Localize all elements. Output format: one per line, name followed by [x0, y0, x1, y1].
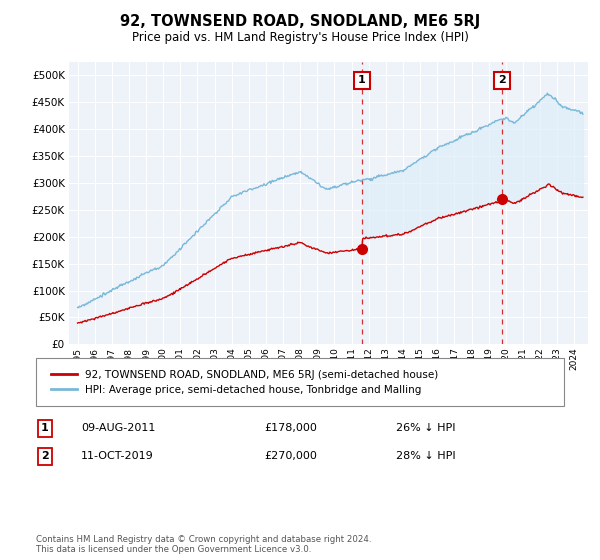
Text: 09-AUG-2011: 09-AUG-2011 — [81, 423, 155, 433]
Text: 26% ↓ HPI: 26% ↓ HPI — [396, 423, 455, 433]
Legend: 92, TOWNSEND ROAD, SNODLAND, ME6 5RJ (semi-detached house), HPI: Average price, : 92, TOWNSEND ROAD, SNODLAND, ME6 5RJ (se… — [46, 366, 442, 399]
Text: £270,000: £270,000 — [264, 451, 317, 461]
Text: 28% ↓ HPI: 28% ↓ HPI — [396, 451, 455, 461]
Text: 2: 2 — [498, 76, 506, 86]
Text: 1: 1 — [41, 423, 49, 433]
Text: 2: 2 — [41, 451, 49, 461]
Text: £178,000: £178,000 — [264, 423, 317, 433]
Text: Contains HM Land Registry data © Crown copyright and database right 2024.
This d: Contains HM Land Registry data © Crown c… — [36, 535, 371, 554]
FancyBboxPatch shape — [36, 358, 564, 406]
Text: Price paid vs. HM Land Registry's House Price Index (HPI): Price paid vs. HM Land Registry's House … — [131, 31, 469, 44]
Text: 11-OCT-2019: 11-OCT-2019 — [81, 451, 154, 461]
Text: 92, TOWNSEND ROAD, SNODLAND, ME6 5RJ: 92, TOWNSEND ROAD, SNODLAND, ME6 5RJ — [120, 14, 480, 29]
Text: 1: 1 — [358, 76, 366, 86]
